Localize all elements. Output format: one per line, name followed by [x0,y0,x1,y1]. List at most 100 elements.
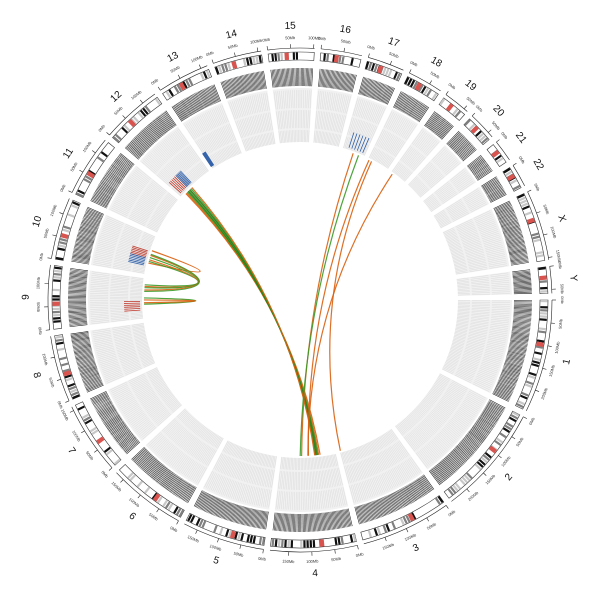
tick [390,61,391,65]
tick-label: 50Mb [515,436,525,448]
barcode-line [312,514,313,532]
chr-label-4: 4 [312,568,319,579]
barcode-line [512,331,530,334]
chr-label-1: 1 [561,358,573,366]
tick-label: 50Mb [558,318,564,329]
link-12-4 [187,192,317,455]
chr-label-15: 15 [284,21,296,32]
barcode-line [177,481,187,496]
chr-label-21: 21 [513,130,529,146]
barcode-line [358,506,363,523]
barcode-line [483,411,498,420]
barcode-line [414,104,424,119]
barcode-line [181,484,190,499]
tick-label: 150Mb [187,534,201,544]
barcode-line [75,241,92,246]
barcode-line [218,500,224,517]
barcode-line [289,514,290,532]
chr-label-12: 12 [108,89,124,105]
tick [496,140,499,143]
chr-label-5: 5 [212,555,221,567]
barcode-line [356,507,361,524]
barcode-line [68,312,86,313]
barcode-line [176,481,186,496]
tick-label: 50Mb [113,105,124,116]
barcode-line [104,414,119,424]
barcode-line [82,221,99,227]
tick-label: 50Mb [36,302,41,313]
tick [464,106,467,109]
barcode-line [374,82,380,99]
tick-label: 0Mb [409,60,419,68]
cyto-band [284,540,287,547]
chr-label-7: 7 [65,446,77,457]
tick [107,132,110,135]
barcode-line [102,412,117,421]
tick [528,190,532,192]
tick-label: 0Mb [205,50,215,58]
tick [472,113,475,116]
barcode-line [415,481,425,496]
chr-label-13: 13 [166,50,181,65]
tick-label: 150Mb [110,480,123,493]
tick-label: 50Mb [466,96,477,107]
barcode-line [307,514,308,532]
tick-label: 100Mb [35,276,41,289]
barcode-line [238,77,243,94]
tick-label: 0Mb [318,36,327,42]
tick [52,235,56,236]
barcode-line [173,106,183,121]
barcode-line [375,500,381,517]
tick [234,53,235,57]
barcode-line [501,221,518,227]
barcode-line [512,270,530,272]
tick [483,473,486,476]
barcode-line [293,514,294,532]
barcode-line [506,239,523,244]
tick [109,468,112,471]
tick-label: 50Mb [48,377,56,389]
link-12-4 [186,194,320,455]
barcode-line [68,306,86,307]
barcode-line [309,514,310,532]
tick [94,450,97,452]
barcode-line [331,71,334,89]
barcode-line [416,480,426,495]
barcode-line [507,241,524,246]
axis-arc [550,266,552,293]
barcode-line [422,476,432,491]
barcode-line [481,414,496,424]
barcode-line [413,103,423,118]
barcode-line [77,358,94,363]
barcode-line [292,514,293,532]
barcode-line [410,484,419,499]
tick [70,411,74,413]
barcode-line [242,507,246,524]
barcode-line [271,70,273,88]
barcode-line [308,68,309,86]
barcode-line [68,309,86,310]
barcode-line [70,268,88,270]
barcode-line [514,312,532,313]
barcode-line [179,102,188,117]
barcode-line [421,477,431,492]
barcode-line [331,512,334,530]
barcode-line [83,219,100,225]
tick [427,518,429,521]
barcode-line [412,482,421,497]
tick [543,234,547,235]
cyto-band [52,295,59,297]
barcode-line [241,76,246,93]
tick-label: 50Mb [43,227,51,239]
tick [548,346,552,347]
barcode-line [506,357,523,362]
barcode-line [514,285,532,286]
cyto-band [303,540,305,547]
barcode-line [514,290,532,291]
barcode-line [375,83,381,100]
barcode-line [70,271,88,273]
barcode-line [69,314,87,315]
tick-label: 150Mb [548,364,556,378]
cyto-band [293,52,295,59]
barcode-line [412,102,421,117]
